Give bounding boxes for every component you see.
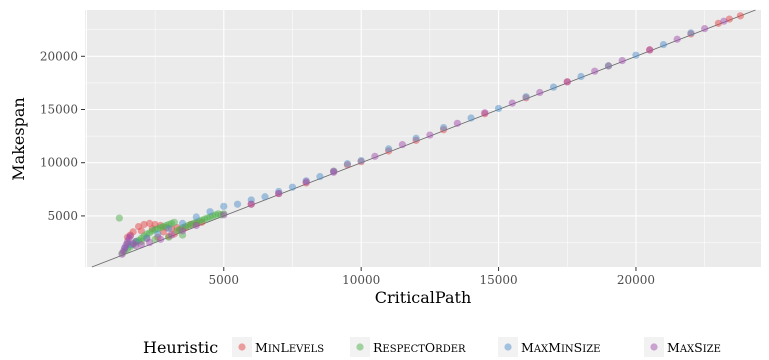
- data-point: [145, 219, 154, 227]
- data-point: [288, 183, 297, 191]
- data-point: [126, 232, 134, 240]
- data-point: [233, 200, 242, 208]
- data-point: [720, 17, 728, 25]
- y-tick-label: 5000: [47, 209, 78, 223]
- data-point: [440, 123, 448, 132]
- data-point: [357, 156, 365, 165]
- y-tick-label: 10000: [40, 156, 78, 170]
- data-point: [247, 200, 255, 208]
- data-point: [494, 104, 503, 113]
- data-point: [275, 189, 283, 198]
- data-point: [714, 19, 723, 27]
- legend-key-point: [356, 343, 364, 351]
- data-points: [115, 12, 744, 258]
- data-point: [673, 35, 681, 43]
- x-tick-label: 10000: [342, 273, 380, 287]
- data-point: [170, 218, 178, 226]
- data-point: [618, 56, 626, 65]
- data-point: [220, 202, 228, 210]
- y-axis: 5000 10000 15000 20000: [40, 49, 85, 223]
- legend-label: MAXSIZE: [667, 340, 721, 355]
- data-point: [165, 225, 173, 233]
- data-point: [398, 141, 406, 149]
- x-tick-label: 20000: [617, 273, 655, 287]
- x-axis-title: CriticalPath: [375, 288, 472, 307]
- data-point: [316, 172, 324, 181]
- legend-key-point: [238, 343, 246, 351]
- data-point: [725, 15, 733, 23]
- data-point: [591, 67, 599, 75]
- data-point: [137, 241, 145, 249]
- data-point: [426, 131, 434, 139]
- data-point: [145, 238, 154, 247]
- y-tick-label: 20000: [40, 49, 78, 63]
- data-point: [549, 83, 558, 91]
- legend-key-point: [650, 343, 658, 351]
- data-point: [132, 242, 140, 250]
- legend: Heuristic MINLEVELS RESPECTORDER MAXMINSIZ…: [143, 337, 721, 357]
- data-point: [140, 220, 148, 229]
- legend-key-point: [504, 343, 512, 351]
- data-point: [343, 160, 352, 168]
- data-point: [453, 119, 461, 127]
- data-point: [137, 227, 145, 235]
- data-point: [154, 230, 162, 238]
- legend-label: RESPECTORDER: [373, 340, 466, 355]
- legend-label: MINLEVELS: [255, 340, 324, 355]
- data-point: [220, 211, 228, 219]
- x-tick-label: 5000: [208, 273, 239, 287]
- data-point: [659, 40, 668, 49]
- data-point: [536, 88, 544, 97]
- data-point: [481, 109, 489, 117]
- y-tick-label: 15000: [40, 103, 78, 117]
- data-point: [412, 134, 420, 142]
- data-point: [178, 227, 187, 235]
- data-point: [577, 72, 585, 81]
- x-axis: 5000 10000 15000 20000: [208, 267, 655, 287]
- data-point: [467, 114, 475, 122]
- data-point: [701, 25, 709, 33]
- data-point: [261, 193, 269, 201]
- x-tick-label: 15000: [479, 273, 517, 287]
- data-point: [385, 145, 393, 153]
- series-maxsize: [118, 17, 728, 258]
- data-point: [156, 235, 165, 243]
- data-point: [206, 208, 214, 216]
- data-point: [151, 235, 159, 243]
- data-point: [192, 213, 200, 221]
- data-point: [330, 168, 338, 176]
- data-point: [115, 214, 123, 222]
- y-axis-title: Makespan: [9, 97, 28, 180]
- data-point: [178, 219, 187, 227]
- legend-title: Heuristic: [143, 338, 218, 357]
- data-point: [192, 221, 200, 230]
- data-point: [563, 78, 571, 86]
- data-point: [736, 12, 744, 20]
- data-point: [508, 99, 516, 107]
- data-point: [646, 46, 654, 54]
- data-point: [687, 29, 695, 37]
- data-point: [632, 51, 640, 59]
- data-point: [371, 152, 379, 160]
- data-point: [604, 62, 613, 70]
- data-point: [522, 93, 530, 101]
- data-point: [167, 231, 176, 239]
- legend-label: MAXMINSIZE: [521, 340, 600, 355]
- data-point: [302, 178, 310, 186]
